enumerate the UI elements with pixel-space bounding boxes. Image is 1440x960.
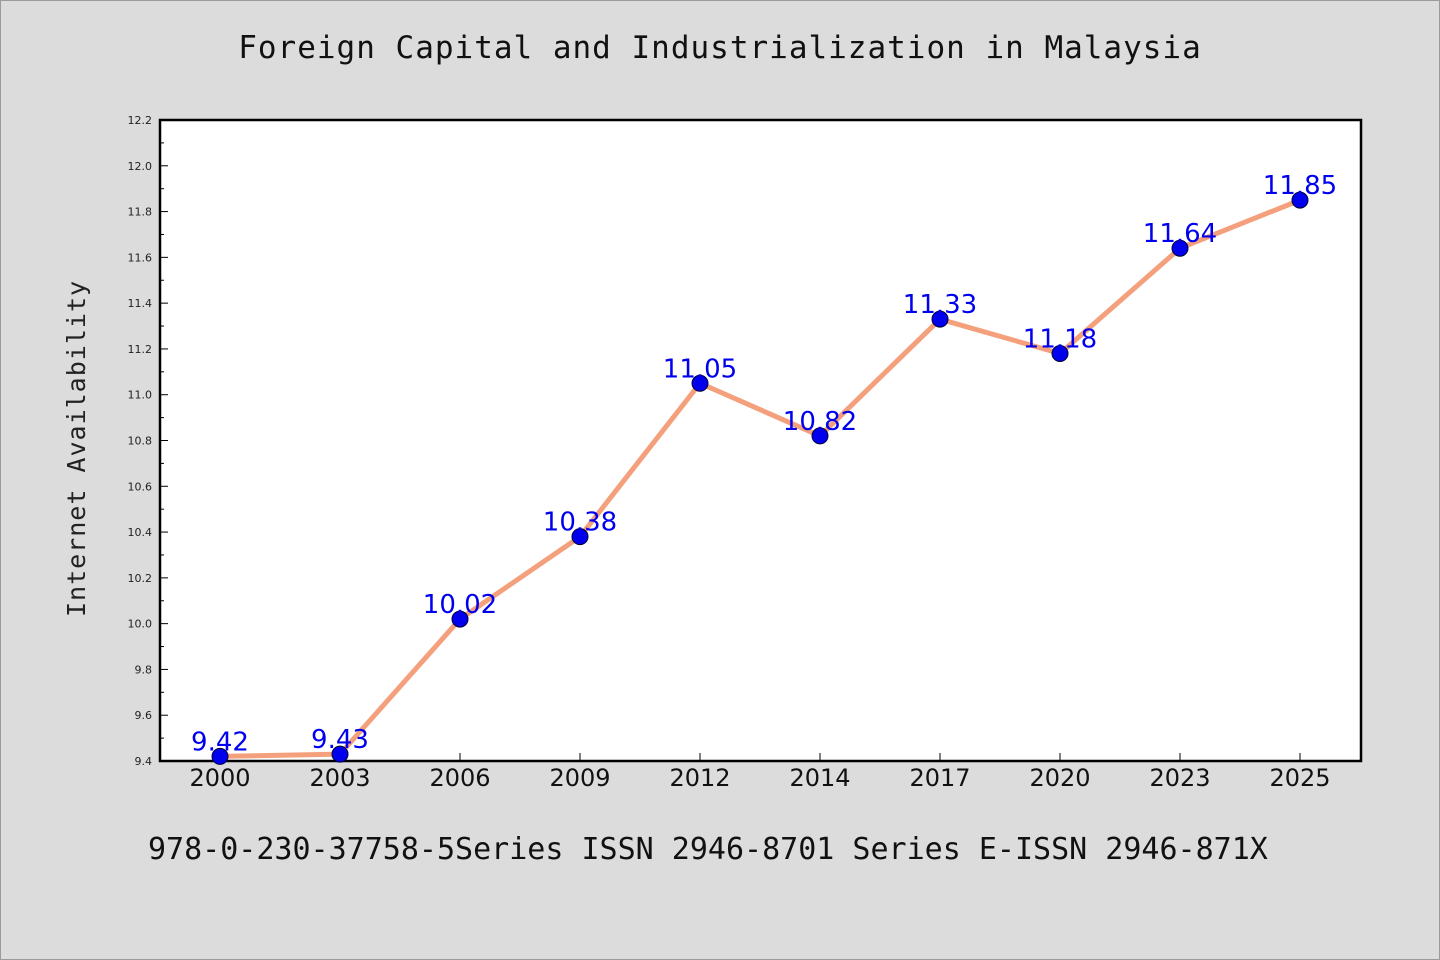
- data-label: 11.18: [1023, 325, 1097, 355]
- data-label: 10.82: [783, 407, 857, 437]
- y-tick-label: 10.4: [128, 526, 153, 539]
- data-point: [1291, 191, 1309, 209]
- y-tick-label: 11.6: [128, 251, 153, 264]
- x-tick-label: 2009: [549, 764, 610, 792]
- data-point: [691, 374, 709, 392]
- x-tick-label: 2012: [669, 764, 730, 792]
- plot-area: [158, 118, 1363, 763]
- y-tick-label: 10.6: [128, 480, 153, 493]
- data-label: 11.33: [903, 290, 977, 320]
- data-label: 9.42: [191, 727, 249, 757]
- x-tick-label: 2003: [309, 764, 370, 792]
- data-point: [211, 747, 229, 765]
- data-label: 11.64: [1143, 219, 1217, 249]
- data-label: 11.05: [663, 354, 737, 384]
- x-axis: 2000 2003 2006 2009 2012 2014 2017 2020 2023 2025: [189, 753, 1331, 792]
- x-tick-label: 2006: [429, 764, 490, 792]
- data-point: [1171, 239, 1189, 257]
- footer-isbn-text: 978-0-230-37758-5Series ISSN 2946-8701 S…: [148, 832, 1268, 867]
- data-label: 10.02: [423, 590, 497, 620]
- y-tick-label: 9.4: [135, 755, 153, 768]
- x-tick-label: 2023: [1149, 764, 1210, 792]
- data-label: 9.43: [311, 725, 369, 755]
- y-tick-label: 10.0: [128, 618, 153, 631]
- y-tick-label: 9.8: [135, 663, 153, 676]
- y-tick-label: 12.0: [128, 160, 153, 173]
- data-label: 11.85: [1263, 171, 1337, 201]
- y-tick-label: 11.8: [128, 206, 153, 219]
- series-line: [217, 197, 1303, 759]
- y-tick-label: 11.0: [128, 389, 153, 402]
- x-tick-label: 2017: [909, 764, 970, 792]
- series-layer: 9.42 9.43 10.02 10.38 11.05 10.82 11.33 11.18 11…: [191, 171, 1337, 765]
- data-label: 10.38: [543, 508, 617, 538]
- y-tick-label: 11.2: [128, 343, 153, 356]
- y-tick-label: 12.2: [128, 114, 153, 127]
- data-point: [571, 528, 589, 546]
- data-point: [451, 610, 469, 628]
- x-tick-label: 2000: [189, 764, 250, 792]
- data-point: [811, 427, 829, 445]
- x-tick-label: 2025: [1269, 764, 1330, 792]
- x-tick-label: 2020: [1029, 764, 1090, 792]
- data-point: [1051, 345, 1069, 363]
- y-axis-title: Internet Availability: [62, 280, 91, 617]
- y-tick-label: 9.6: [135, 709, 153, 722]
- chart-title: Foreign Capital and Industrialization in…: [238, 30, 1202, 66]
- y-tick-label: 11.4: [128, 297, 153, 310]
- x-tick-label: 2014: [789, 764, 850, 792]
- y-axis: 9.4 9.6 9.8 10.0 10.2 10.4 10.6 10.8 11.0 11.2 11.…: [128, 114, 168, 768]
- data-point: [931, 310, 949, 328]
- y-tick-label: 10.2: [128, 572, 153, 585]
- data-point: [331, 745, 349, 763]
- y-tick-label: 10.8: [128, 435, 153, 448]
